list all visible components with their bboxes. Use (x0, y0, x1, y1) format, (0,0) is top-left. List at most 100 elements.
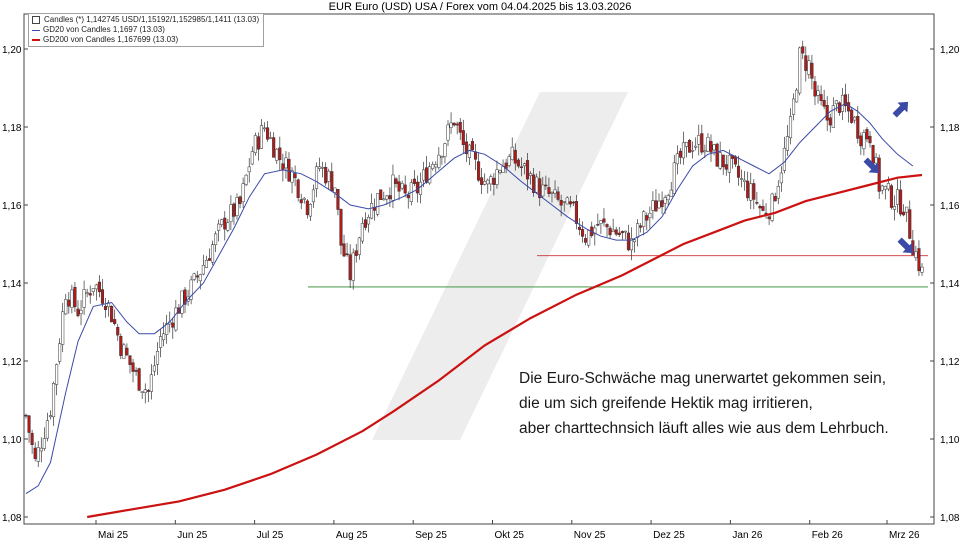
candle-body (437, 154, 441, 168)
candle-body (48, 415, 53, 418)
chart-legend: Candles (*) 1,142745 USD/1,15192/1,15298… (28, 13, 265, 47)
candle-body (688, 139, 692, 153)
candle-body (229, 204, 233, 223)
candle-body (217, 223, 221, 231)
candle-body (513, 149, 517, 164)
candle-body (645, 215, 649, 221)
watermark-slash (372, 92, 628, 440)
candle-body (724, 164, 728, 170)
candle-body (210, 244, 215, 263)
candle-body (455, 123, 459, 126)
arrow-shape (897, 237, 914, 254)
candle-body (290, 170, 294, 183)
candle-body (339, 208, 343, 246)
candle-body (495, 169, 499, 185)
candle-body (348, 254, 352, 281)
candle-body (544, 184, 548, 187)
y-tick-label-right: 1,16 (940, 201, 960, 212)
candle-body (162, 333, 166, 341)
candle-body (128, 355, 132, 365)
candle-body (400, 183, 404, 189)
x-tick-label: Mai 25 (98, 530, 128, 540)
legend-swatch-gd20 (32, 29, 40, 31)
candle-body (403, 184, 407, 194)
arrow-icon (863, 157, 880, 174)
y-tick-label-left: 1,14 (2, 279, 22, 290)
chart-title: EUR Euro (USD) USA / Forex vom 04.04.202… (328, 1, 632, 13)
y-tick-label-left: 1,16 (2, 201, 22, 212)
candle-body (660, 200, 664, 208)
candle-body (397, 181, 401, 192)
candle-body (480, 177, 484, 185)
candle-body (113, 319, 117, 324)
candle-body (461, 130, 465, 145)
x-tick-label: Mrz 26 (889, 530, 920, 540)
candle-body (843, 94, 848, 107)
y-tick-label-left: 1,12 (2, 357, 22, 368)
candle-body (299, 199, 303, 204)
candle-body (477, 161, 481, 181)
candle-body (626, 232, 630, 251)
candle-body (886, 183, 890, 190)
candle-body (327, 170, 331, 182)
candle-body (605, 224, 609, 228)
chart-annotation: Die Euro-Schwäche mag unerwartet gekomme… (519, 366, 889, 441)
candle-body (278, 147, 282, 161)
candle-body (865, 129, 869, 140)
candle-body (773, 196, 777, 202)
candle-body (828, 117, 832, 126)
candle-body (516, 159, 520, 167)
candle-body (220, 219, 224, 225)
candle-body (587, 230, 591, 246)
candle-body (446, 124, 450, 141)
candle-body (920, 266, 924, 273)
candle-body (691, 150, 695, 152)
candle-body (678, 150, 682, 158)
candle-body (58, 343, 62, 362)
candle-body (519, 166, 523, 169)
candle-body (489, 176, 493, 185)
candle-body (614, 229, 618, 235)
candle-body (525, 160, 530, 180)
candle-body (880, 185, 884, 191)
candle-body (266, 127, 270, 140)
candle-body (883, 186, 887, 190)
candle-body (853, 116, 857, 121)
y-tick-label-right: 1,18 (940, 123, 960, 134)
candle-body (67, 299, 71, 307)
candle-body (743, 179, 747, 182)
candle-body (27, 415, 31, 433)
candle-body (902, 211, 906, 216)
candle-body (672, 162, 676, 194)
candle-body (440, 156, 444, 159)
candle-body (39, 447, 43, 452)
gd20-line (25, 103, 914, 495)
candle-body (391, 174, 395, 201)
y-tick-label-left: 1,18 (2, 123, 22, 134)
annotation-line-1: Die Euro-Schwäche mag unerwartet gekomme… (519, 370, 887, 387)
candle-body (103, 305, 108, 310)
candle-body (617, 232, 621, 236)
candle-body (406, 194, 410, 199)
candle-body (134, 370, 138, 372)
candle-body (663, 197, 667, 204)
candle-body (36, 447, 40, 462)
candle-body (568, 201, 572, 205)
plot-frame (23, 13, 935, 525)
annotation-line-2: die um sich greifende Hektik mag irritie… (519, 395, 813, 412)
candle-body (813, 81, 817, 97)
candle-body (336, 189, 340, 210)
candle-body (541, 184, 545, 197)
candle-body (97, 281, 101, 293)
legend-label-candles: Candles (*) 1,142745 USD/1,15192/1,15298… (44, 15, 260, 24)
candle-body (30, 432, 34, 445)
candle-body (636, 223, 640, 238)
x-tick-label: Dez 25 (653, 530, 685, 540)
candle-body (24, 414, 28, 417)
candle-body (149, 374, 153, 392)
candle-body (119, 336, 123, 356)
candle-body (370, 203, 374, 219)
candle-body (801, 46, 805, 54)
candle-body (363, 219, 367, 228)
